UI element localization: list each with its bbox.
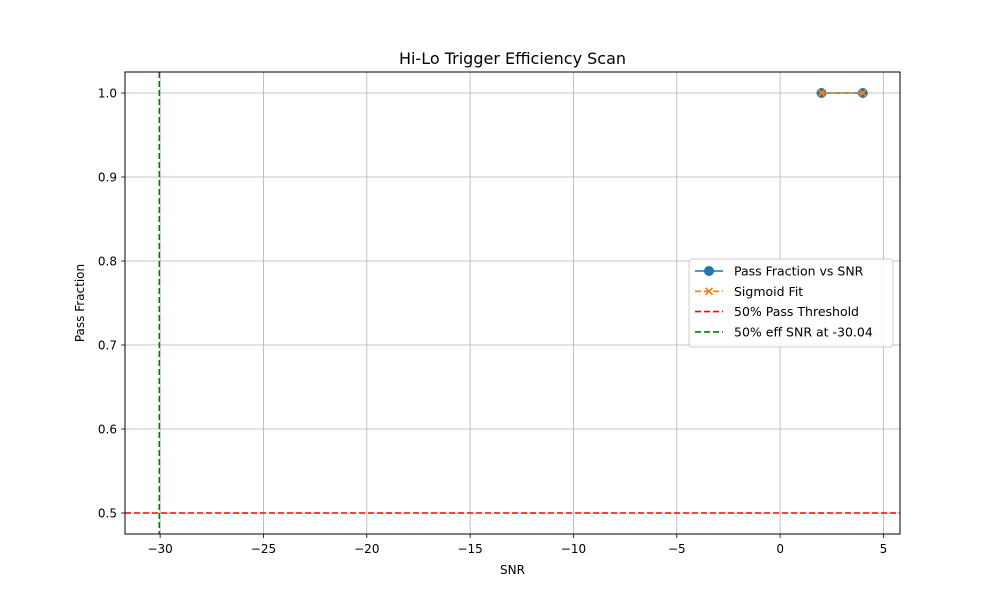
y-axis-label: Pass Fraction [73,264,87,342]
x-tick-label: −5 [668,542,686,556]
legend-marker [704,287,714,296]
marker-stroke [858,88,867,98]
legend-box [688,258,894,348]
y-tick-label: 0.5 [98,507,117,521]
x-axis: −30 −25 −20 −15 −10 −5 0 5 [147,534,887,556]
series-group [817,88,867,98]
y-axis: 0.5 0.6 0.7 0.8 0.9 1.0 [98,87,125,521]
legend-label: 50% Pass Threshold [734,304,859,319]
plot-frame [124,71,901,535]
y-tick-label: 0.9 [98,171,117,185]
data-point [858,88,867,98]
x-tick-label: 0 [776,542,784,556]
x-tick-label: −30 [147,542,172,556]
y-tick-label: 1.0 [98,87,117,101]
x-tick-label: −10 [561,542,586,556]
marker-stroke [817,88,826,98]
x-tick-label: −25 [251,542,276,556]
legend-label: Sigmoid Fit [734,284,803,299]
legend: Pass Fraction vs SNR Sigmoid Fit 50% Pass … [688,258,894,348]
x-axis-label: SNR [500,563,525,577]
legend-entry: Pass Fraction vs SNR [695,264,864,279]
x-tick-label: 5 [880,542,888,556]
legend-entry: Sigmoid Fit [695,284,803,299]
legend-marker [704,266,714,276]
legend-entry: 50% eff SNR at -30.04 [695,324,873,339]
chart-title: Hi-Lo Trigger Efficiency Scan [399,49,626,68]
x-tick-label: −20 [354,542,379,556]
legend-label: Pass Fraction vs SNR [734,264,864,279]
marker-stroke [704,287,714,296]
x-tick-label: −15 [457,542,482,556]
y-tick-label: 0.6 [98,423,117,437]
series [816,88,868,98]
y-tick-label: 0.8 [98,255,117,269]
reference-lines [125,72,900,534]
y-tick-label: 0.7 [98,339,117,353]
legend-label: 50% eff SNR at -30.04 [734,324,873,339]
data-point [817,88,826,98]
legend-entry: 50% Pass Threshold [695,304,859,319]
